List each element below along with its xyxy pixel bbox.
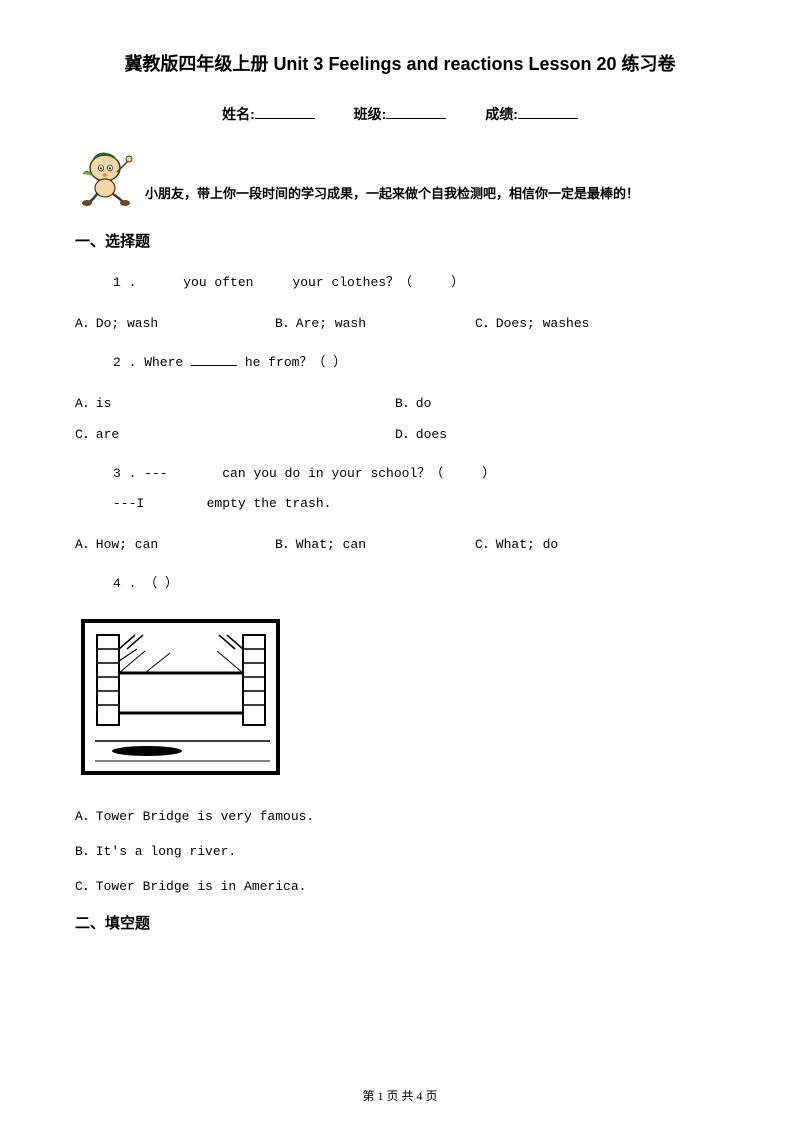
q4-image (75, 613, 725, 783)
page-footer: 第 1 页 共 4 页 (0, 1087, 800, 1104)
q3-options: A．How; can B．What; can C．What; do (75, 533, 725, 552)
q3-num: 3 . (113, 466, 136, 481)
q3-line2: ---I empty the trash. (75, 494, 725, 515)
q1-text: 1 . you often your clothes？（ ） (75, 273, 725, 294)
q1-opt-c: C．Does; washes (475, 312, 675, 331)
q4-num: 4 . (113, 576, 136, 591)
q3-opt-b: B．What; can (275, 533, 475, 552)
q2-text-post: he from？（ ） (237, 355, 346, 370)
name-label: 姓名: (222, 106, 255, 122)
q3-l1-pre: --- (136, 466, 167, 481)
q4-options: A．Tower Bridge is very famous. B．It's a … (75, 805, 725, 894)
q2-opt-c: C．are (75, 423, 395, 442)
q3-line1: 3 . --- can you do in your school？（ ） (75, 464, 725, 485)
q4-opt-c: C．Tower Bridge is in America. (75, 875, 725, 894)
q3-opt-c: C．What; do (475, 533, 675, 552)
q2-options: A．is B．do C．are D．does (75, 392, 725, 442)
q4-text-body: （ ） (136, 576, 178, 591)
q2-blank (191, 365, 237, 366)
section-1-header: 一、选择题 (75, 230, 725, 251)
q4-opt-b: B．It's a long river. (75, 840, 725, 859)
class-blank (386, 118, 446, 119)
q2-opt-d: D．does (395, 423, 715, 442)
q1-num: 1 . (113, 275, 136, 290)
q1-pre: you often (136, 275, 253, 290)
q2-opt-a: A．is (75, 392, 395, 411)
q4-opt-a: A．Tower Bridge is very famous. (75, 805, 725, 824)
q2-opt-b: B．do (395, 392, 715, 411)
intro-text: 小朋友，带上你一段时间的学习成果，一起来做个自我检测吧，相信你一定是最棒的！ (145, 183, 639, 208)
q2-text-pre: Where (136, 355, 191, 370)
q3-l2-post: empty the trash. (144, 496, 331, 511)
q3-l1-post: can you do in your school？（ ） (168, 466, 496, 481)
q3-opt-a: A．How; can (75, 533, 275, 552)
q1-opt-b: B．Are; wash (275, 312, 475, 331)
q2-text: 2 . Where he from？（ ） (75, 353, 725, 374)
q3-l2-pre: ---I (113, 496, 144, 511)
score-label: 成绩: (485, 106, 518, 122)
intro-row: 小朋友，带上你一段时间的学习成果，一起来做个自我检测吧，相信你一定是最棒的！ (75, 146, 725, 208)
score-blank (518, 118, 578, 119)
page-title: 冀教版四年级上册 Unit 3 Feelings and reactions L… (75, 50, 725, 76)
class-label: 班级: (354, 106, 387, 122)
q1-post: your clothes？（ ） (253, 275, 464, 290)
name-blank (255, 118, 315, 119)
mascot-icon (75, 146, 137, 208)
q2-num: 2 . (113, 355, 136, 370)
section-2-header: 二、填空题 (75, 912, 725, 933)
q1-opt-a: A．Do; wash (75, 312, 275, 331)
q1-options: A．Do; wash B．Are; wash C．Does; washes (75, 312, 725, 331)
q4-text: 4 . （ ） (75, 574, 725, 595)
student-info-line: 姓名: 班级: 成绩: (75, 104, 725, 124)
